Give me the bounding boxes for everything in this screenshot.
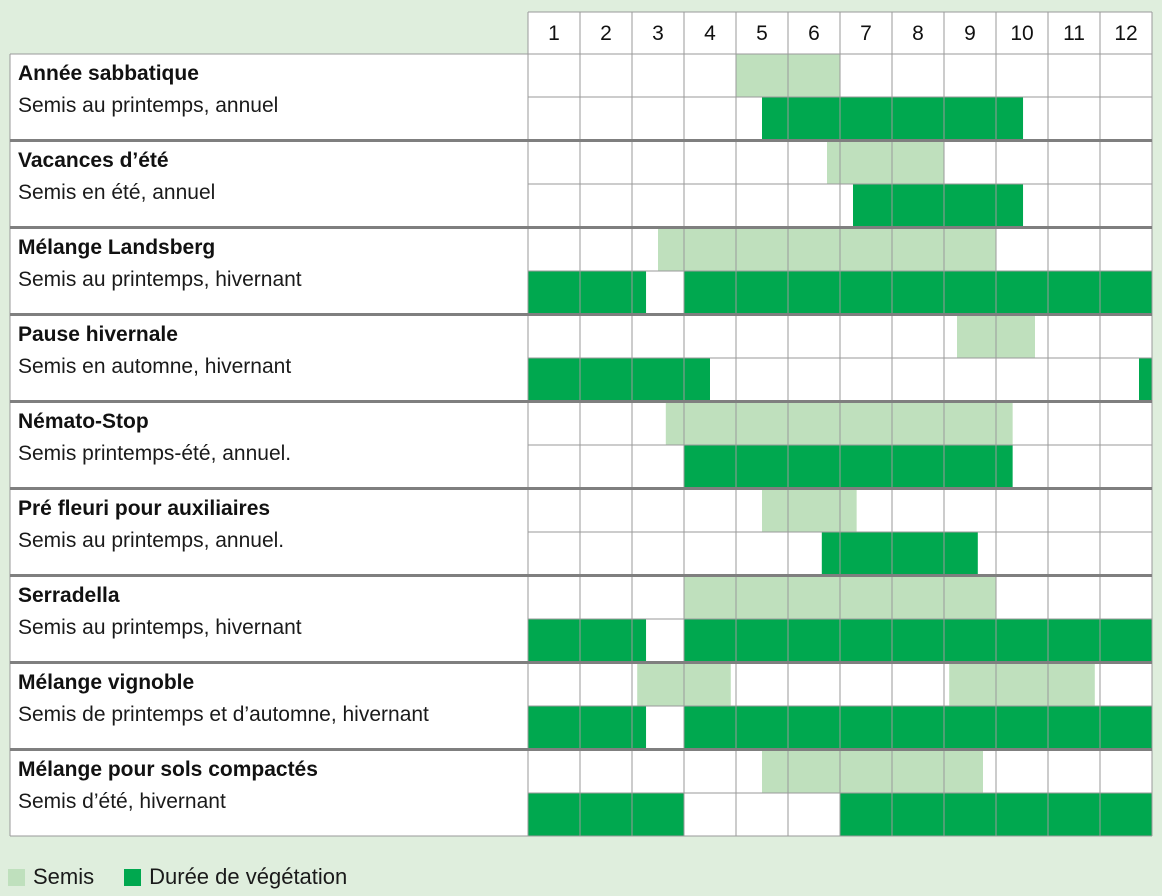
crop-description: Semis au printemps, annuel. (18, 529, 284, 552)
month-label: 6 (808, 22, 820, 45)
growing-bar (684, 271, 1152, 314)
growing-bar (821, 532, 978, 575)
crop-description: Semis au printemps, annuel (18, 94, 278, 117)
growing-bar (528, 619, 647, 662)
sowing-bar (762, 750, 983, 793)
growing-bar (528, 271, 647, 314)
growing-bar (684, 706, 1152, 749)
month-label: 10 (1010, 22, 1033, 45)
crop-description: Semis d’été, hivernant (18, 790, 226, 813)
crop-name: Année sabbatique (18, 62, 199, 85)
sowing-bar (658, 228, 996, 271)
month-label: 2 (600, 22, 612, 45)
crop-name: Pause hivernale (18, 323, 178, 346)
legend-swatch-growing (124, 868, 142, 886)
month-label: 5 (756, 22, 768, 45)
sowing-bar (762, 489, 857, 532)
crop-description: Semis printemps-été, annuel. (18, 442, 291, 465)
crop-name: Némato-Stop (18, 410, 149, 433)
legend-swatch-sowing (8, 868, 25, 886)
crop-description: Semis au printemps, hivernant (18, 268, 302, 291)
month-label: 7 (860, 22, 872, 45)
crop-name: Serradella (18, 584, 120, 607)
crop-name: Vacances d’été (18, 149, 169, 172)
sowing-bar (827, 141, 944, 184)
month-label: 4 (704, 22, 716, 45)
sowing-bar (665, 402, 1013, 445)
legend-item-sowing: Semis (8, 864, 94, 890)
growing-bar (684, 445, 1013, 488)
month-label: 11 (1063, 22, 1085, 45)
sowing-bar (949, 663, 1095, 706)
month-label: 3 (652, 22, 664, 45)
month-label: 12 (1114, 22, 1137, 45)
legend-label-sowing: Semis (33, 864, 95, 889)
crop-name: Mélange pour sols compactés (18, 758, 318, 781)
month-label: 8 (912, 22, 924, 45)
crop-description: Semis en été, annuel (18, 181, 215, 204)
growing-bar (528, 793, 684, 836)
growing-bar (853, 184, 1024, 227)
legend: Semis Durée de végétation (8, 864, 377, 890)
crop-description: Semis en automne, hivernant (18, 355, 291, 378)
crop-description: Semis au printemps, hivernant (18, 616, 302, 639)
growing-bar (528, 706, 647, 749)
growing-bar (762, 97, 1024, 140)
growing-bar (684, 619, 1152, 662)
crop-description: Semis de printemps et d’automne, hiverna… (18, 703, 429, 726)
legend-item-growing: Durée de végétation (124, 864, 347, 890)
growing-bar (528, 358, 710, 401)
crop-name: Mélange Landsberg (18, 236, 215, 259)
month-label: 1 (548, 22, 560, 45)
crop-name: Mélange vignoble (18, 671, 194, 694)
growing-bar (1139, 358, 1152, 401)
month-label: 9 (964, 22, 976, 45)
crop-name: Pré fleuri pour auxiliaires (18, 497, 270, 520)
legend-label-growing: Durée de végétation (149, 864, 348, 889)
